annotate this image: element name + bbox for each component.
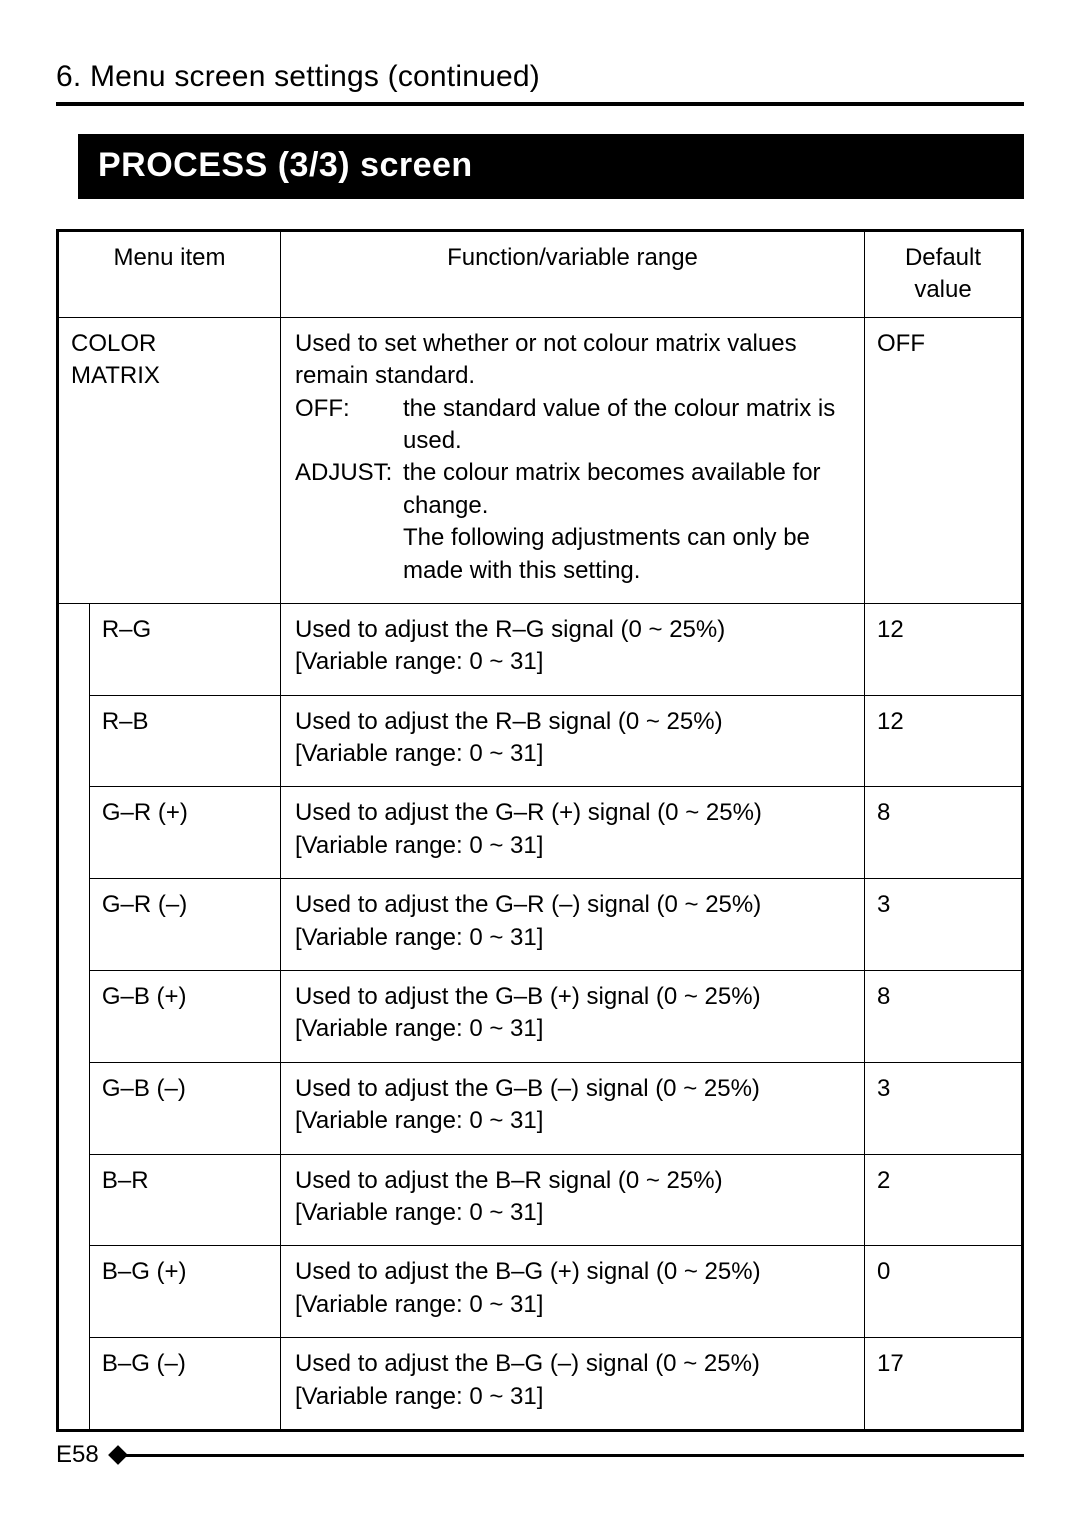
- settings-table: Menu item Function/variable range Defaul…: [56, 229, 1024, 1432]
- cell-color-matrix-func: Used to set whether or not colour matrix…: [281, 317, 865, 603]
- func-main-text: Used to adjust the R–B signal (0 ~ 25%): [295, 706, 850, 738]
- color-matrix-off-line: OFF: the standard value of the colour ma…: [295, 393, 850, 458]
- color-matrix-adjust-label: ADJUST:: [295, 457, 403, 587]
- cell-color-matrix-item: COLOR MATRIX: [58, 317, 281, 603]
- indent-cell: [58, 879, 90, 971]
- color-matrix-intro: Used to set whether or not colour matrix…: [295, 328, 850, 393]
- func-main-text: Used to adjust the B–G (–) signal (0 ~ 2…: [295, 1348, 850, 1380]
- func-range-text: [Variable range: 0 ~ 31]: [295, 1289, 850, 1321]
- indent-cell: [58, 971, 90, 1063]
- col-header-default: Default value: [865, 231, 1023, 318]
- cell-function: Used to adjust the G–R (–) signal (0 ~ 2…: [281, 879, 865, 971]
- table-row: R–GUsed to adjust the R–G signal (0 ~ 25…: [58, 603, 1023, 695]
- func-main-text: Used to adjust the G–B (+) signal (0 ~ 2…: [295, 981, 850, 1013]
- footer-line: [125, 1454, 1024, 1457]
- table-row: R–BUsed to adjust the R–B signal (0 ~ 25…: [58, 695, 1023, 787]
- cell-menu-item: R–B: [89, 695, 280, 787]
- table-body: COLOR MATRIX Used to set whether or not …: [58, 317, 1023, 1430]
- cell-function: Used to adjust the B–R signal (0 ~ 25%)[…: [281, 1154, 865, 1246]
- cell-function: Used to adjust the R–B signal (0 ~ 25%)[…: [281, 695, 865, 787]
- indent-cell: [58, 1062, 90, 1154]
- cell-menu-item: G–R (+): [89, 787, 280, 879]
- section-title: 6. Menu screen settings (continued): [56, 60, 1024, 94]
- cell-function: Used to adjust the B–G (–) signal (0 ~ 2…: [281, 1338, 865, 1431]
- color-matrix-adjust-line: ADJUST: the colour matrix becomes availa…: [295, 457, 850, 587]
- table-header-row: Menu item Function/variable range Defaul…: [58, 231, 1023, 318]
- indent-cell: [58, 787, 90, 879]
- cell-default-value: 12: [865, 603, 1023, 695]
- cell-color-matrix-default: OFF: [865, 317, 1023, 603]
- func-range-text: [Variable range: 0 ~ 31]: [295, 1013, 850, 1045]
- cell-function: Used to adjust the G–B (+) signal (0 ~ 2…: [281, 971, 865, 1063]
- settings-table-wrap: Menu item Function/variable range Defaul…: [56, 229, 1024, 1432]
- table-row: G–B (+) Used to adjust the G–B (+) signal…: [58, 971, 1023, 1063]
- indent-cell: [58, 1246, 90, 1338]
- color-matrix-adjust-text: the colour matrix becomes available for …: [403, 457, 850, 587]
- col-header-menu-item: Menu item: [58, 231, 281, 318]
- table-row: B–G (+) Used to adjust the B–G (+) signal…: [58, 1246, 1023, 1338]
- document-page: 6. Menu screen settings (continued) PROC…: [0, 0, 1080, 1529]
- cell-default-value: 3: [865, 879, 1023, 971]
- indent-cell: [58, 1154, 90, 1246]
- cell-default-value: 2: [865, 1154, 1023, 1246]
- cell-default-value: 12: [865, 695, 1023, 787]
- func-range-text: [Variable range: 0 ~ 31]: [295, 646, 850, 678]
- cell-menu-item: G–B (+): [89, 971, 280, 1063]
- table-row: B–RUsed to adjust the B–R signal (0 ~ 25…: [58, 1154, 1023, 1246]
- func-main-text: Used to adjust the G–R (–) signal (0 ~ 2…: [295, 889, 850, 921]
- color-matrix-label-2: MATRIX: [71, 362, 160, 389]
- cell-menu-item: B–R: [89, 1154, 280, 1246]
- func-range-text: [Variable range: 0 ~ 31]: [295, 830, 850, 862]
- func-main-text: Used to adjust the G–R (+) signal (0 ~ 2…: [295, 797, 850, 829]
- title-rule: [56, 102, 1024, 106]
- cell-menu-item: G–B (–): [89, 1062, 280, 1154]
- page-footer: E58: [56, 1441, 1024, 1469]
- cell-default-value: 8: [865, 787, 1023, 879]
- cell-menu-item: B–G (–): [89, 1338, 280, 1431]
- cell-menu-item: R–G: [89, 603, 280, 695]
- table-row: B–G (–) Used to adjust the B–G (–) signal…: [58, 1338, 1023, 1431]
- func-range-text: [Variable range: 0 ~ 31]: [295, 1105, 850, 1137]
- cell-default-value: 0: [865, 1246, 1023, 1338]
- cell-function: Used to adjust the G–B (–) signal (0 ~ 2…: [281, 1062, 865, 1154]
- func-main-text: Used to adjust the G–B (–) signal (0 ~ 2…: [295, 1073, 850, 1105]
- table-row: G–R (+) Used to adjust the G–R (+) signal…: [58, 787, 1023, 879]
- page-number: E58: [56, 1441, 99, 1469]
- color-matrix-off-label: OFF:: [295, 393, 403, 458]
- func-main-text: Used to adjust the B–R signal (0 ~ 25%): [295, 1165, 850, 1197]
- func-main-text: Used to adjust the B–G (+) signal (0 ~ 2…: [295, 1256, 850, 1288]
- cell-function: Used to adjust the G–R (+) signal (0 ~ 2…: [281, 787, 865, 879]
- func-range-text: [Variable range: 0 ~ 31]: [295, 1381, 850, 1413]
- func-main-text: Used to adjust the R–G signal (0 ~ 25%): [295, 614, 850, 646]
- cell-menu-item: B–G (+): [89, 1246, 280, 1338]
- func-range-text: [Variable range: 0 ~ 31]: [295, 922, 850, 954]
- cell-function: Used to adjust the B–G (+) signal (0 ~ 2…: [281, 1246, 865, 1338]
- screen-header-bar: PROCESS (3/3) screen: [78, 134, 1024, 199]
- table-row: G–B (–) Used to adjust the G–B (–) signal…: [58, 1062, 1023, 1154]
- color-matrix-adjust-text-b: The following adjustments can only be ma…: [403, 524, 810, 583]
- color-matrix-label-1: COLOR: [71, 330, 156, 357]
- indent-cell: [58, 1338, 90, 1431]
- cell-function: Used to adjust the R–G signal (0 ~ 25%)[…: [281, 603, 865, 695]
- cell-default-value: 8: [865, 971, 1023, 1063]
- color-matrix-adjust-text-a: the colour matrix becomes available for …: [403, 459, 821, 518]
- col-header-function: Function/variable range: [281, 231, 865, 318]
- color-matrix-off-text: the standard value of the colour matrix …: [403, 393, 850, 458]
- footer-line-wrap: [113, 1448, 1024, 1462]
- row-color-matrix: COLOR MATRIX Used to set whether or not …: [58, 317, 1023, 603]
- cell-menu-item: G–R (–): [89, 879, 280, 971]
- indent-cell: [58, 695, 90, 787]
- cell-default-value: 3: [865, 1062, 1023, 1154]
- indent-cell: [58, 603, 90, 695]
- func-range-text: [Variable range: 0 ~ 31]: [295, 738, 850, 770]
- func-range-text: [Variable range: 0 ~ 31]: [295, 1197, 850, 1229]
- table-row: G–R (–) Used to adjust the G–R (–) signal…: [58, 879, 1023, 971]
- cell-default-value: 17: [865, 1338, 1023, 1431]
